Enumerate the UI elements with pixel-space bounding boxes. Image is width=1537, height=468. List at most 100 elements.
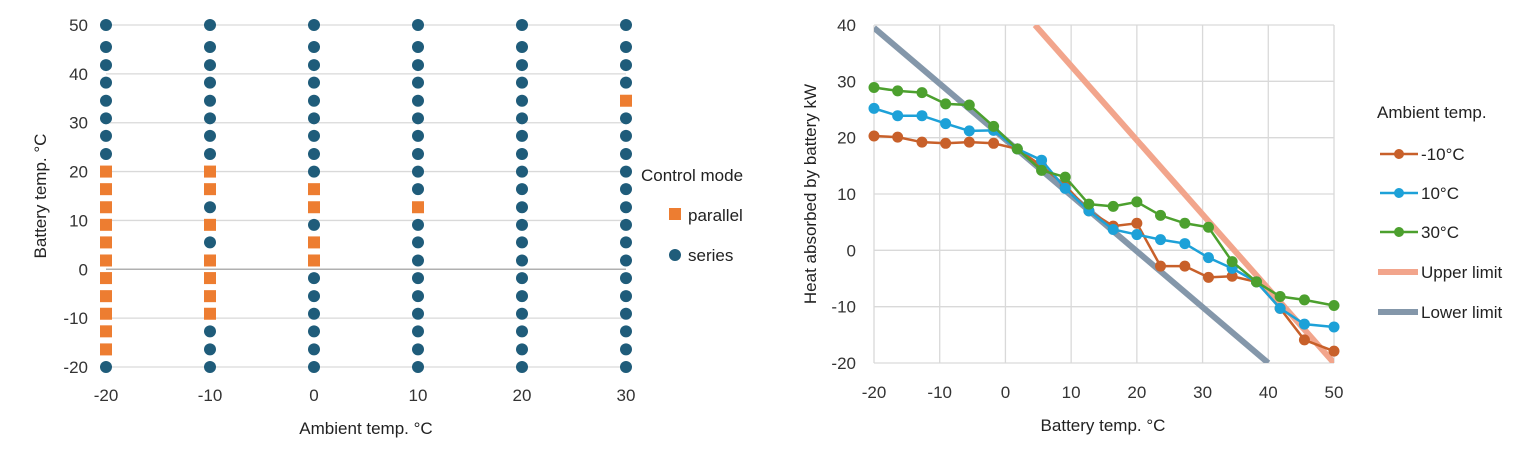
c2-ytick-2: 0 [847, 241, 856, 260]
c2-point-series-0 [1011, 143, 1023, 155]
c2-ytick-3: 10 [837, 185, 856, 204]
c2-point-series-2 [1202, 221, 1214, 233]
c1-point-series [204, 112, 216, 125]
c1-point-series [308, 325, 320, 338]
c1-point-parallel [100, 254, 112, 267]
c1-point-series [308, 165, 320, 178]
c1-point-series [308, 307, 320, 320]
c1-point-series [412, 129, 424, 142]
c1-point-parallel [308, 183, 320, 196]
c2-legend-title: Ambient temp. [1377, 103, 1487, 122]
c2-point-series-0 [1036, 160, 1048, 172]
c1-point-series [100, 76, 112, 89]
c1-point-series [204, 94, 216, 107]
c1-ytick-2: 0 [79, 260, 88, 279]
c1-point-parallel [100, 183, 112, 196]
c1-point-series [412, 218, 424, 231]
c2-point-series-1 [1202, 252, 1214, 264]
c1-point-series [516, 218, 528, 231]
c2-point-series-2 [1155, 209, 1167, 221]
c1-point-parallel [204, 254, 216, 267]
c1-point-series [412, 183, 424, 196]
c1-point-series [204, 147, 216, 160]
c1-point-series [516, 307, 528, 320]
c1-ytick-3: 10 [69, 211, 88, 230]
c1-point-series [204, 236, 216, 249]
c1-point-series [412, 254, 424, 267]
c1-point-series [204, 201, 216, 214]
c1-xtick-5: 30 [617, 386, 636, 405]
c2-point-series-1 [868, 102, 880, 114]
c2-point-series-2 [1179, 217, 1191, 229]
c1-point-series [100, 59, 112, 72]
c2-gridlines [873, 24, 1335, 364]
c1-point-series [204, 76, 216, 89]
c1-point-series [308, 59, 320, 72]
c1-point-series [204, 129, 216, 142]
c2-point-series-1 [892, 110, 904, 122]
c2-point-series-2 [916, 87, 928, 99]
c1-point-series [516, 59, 528, 72]
c2-point-series-2 [988, 120, 1000, 132]
c2-ytick-6: 40 [837, 16, 856, 35]
c2-point-series-2 [1298, 294, 1310, 306]
c2-point-series-2 [1328, 300, 1340, 312]
c2-point-series-0 [1250, 276, 1262, 288]
c2-point-series-1 [963, 125, 975, 137]
c2-point-series-1 [1226, 262, 1238, 274]
c1-point-series [620, 59, 632, 72]
c1-point-series [516, 272, 528, 285]
c2-point-series-1 [916, 110, 928, 122]
c2-legend: Ambient temp. -10°C 10°C 30°C Upper limi… [1377, 103, 1503, 322]
c2-point-series-0 [1059, 180, 1071, 192]
c1-point-series [308, 272, 320, 285]
c1-legend-marker-series [669, 249, 681, 261]
c1-point-series [516, 236, 528, 249]
c2-point-series-0 [963, 136, 975, 148]
c2-xtick-0: -20 [862, 383, 887, 402]
c1-point-series [204, 59, 216, 72]
c1-point-series [516, 165, 528, 178]
c1-x-axis-label: Ambient temp. °C [299, 419, 432, 438]
c1-gridlines [106, 24, 626, 368]
c1-point-series [308, 290, 320, 303]
c2-series-2 [868, 82, 1340, 312]
c2-legend-label-upper: Upper limit [1421, 263, 1503, 282]
c2-point-series-2 [1226, 256, 1238, 268]
c1-point-parallel [204, 183, 216, 196]
c1-point-series [516, 112, 528, 125]
c1-point-parallel [100, 201, 112, 214]
c1-xtick-0: -20 [94, 386, 119, 405]
c2-ytick-0: -20 [831, 354, 856, 373]
control-mode-scatter-chart: -20 -10 0 10 20 30 40 50 -20 -10 0 10 20 30 Ambient t… [31, 16, 743, 438]
c2-point-series-1 [940, 118, 952, 130]
c1-xtick-4: 20 [513, 386, 532, 405]
c1-point-series [308, 361, 320, 373]
c2-point-series-0 [868, 130, 880, 142]
c2-point-series-0 [1179, 260, 1191, 272]
c2-xtick-4: 20 [1127, 383, 1146, 402]
c1-point-parallel [204, 218, 216, 231]
c1-ytick-0: -20 [63, 358, 88, 377]
c1-point-series [620, 272, 632, 285]
c2-y-axis-label: Heat absorbed by battery kW [801, 84, 820, 304]
c1-point-series [516, 325, 528, 338]
c1-point-series [620, 236, 632, 249]
c1-point-series [620, 290, 632, 303]
c1-point-series [100, 19, 112, 31]
c2-xtick-1: -10 [927, 383, 952, 402]
c1-point-series [412, 361, 424, 373]
c1-point-series [412, 325, 424, 338]
c1-point-parallel [204, 290, 216, 303]
c1-xtick-2: 0 [309, 386, 318, 405]
c1-legend-label-series: series [688, 246, 733, 265]
c1-ytick-6: 40 [69, 65, 88, 84]
c2-point-series-0 [940, 137, 952, 149]
c1-point-series [204, 361, 216, 373]
c2-point-series-2 [1274, 291, 1286, 303]
c1-point-series [412, 147, 424, 160]
c2-point-series-0 [988, 137, 1000, 149]
c1-point-series [412, 112, 424, 125]
c2-point-series-1 [1298, 318, 1310, 330]
c2-xtick-2: 0 [1001, 383, 1010, 402]
